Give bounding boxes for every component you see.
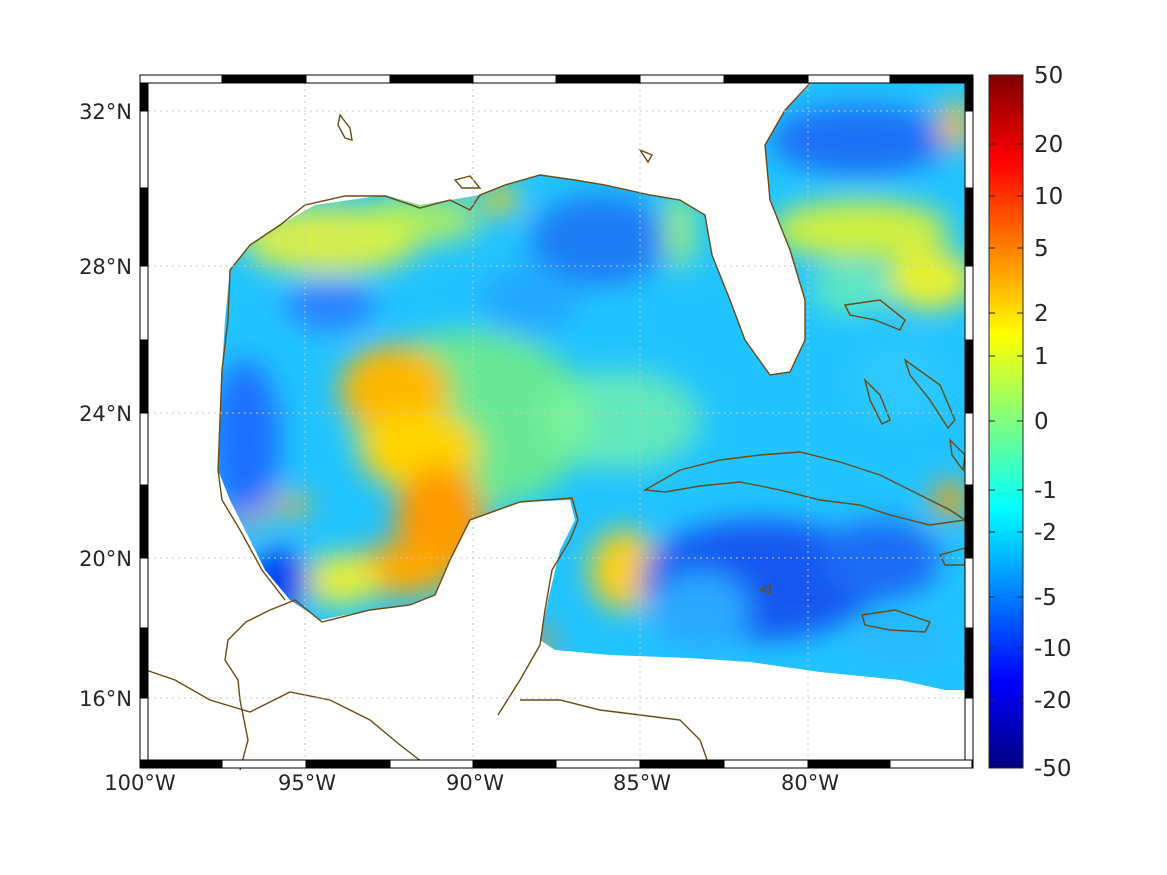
colorbar-tick-label: 50	[1034, 63, 1063, 89]
colorbar-tick-label: -2	[1034, 520, 1057, 546]
colorbar-tick-label: 2	[1034, 301, 1049, 327]
map-frame	[139, 74, 974, 769]
latitude-labels: 16°N 20°N 24°N 28°N 32°N	[79, 100, 132, 711]
colorbar-tick-label: 10	[1034, 184, 1063, 210]
lat-label-20n: 20°N	[79, 547, 132, 571]
colorbar-tick-label: 0	[1034, 409, 1049, 435]
lon-label-85w: 85°W	[613, 771, 671, 795]
lat-label-16n: 16°N	[79, 687, 132, 711]
lon-label-100w: 100°W	[104, 771, 176, 795]
colorbar-tick-label: 1	[1034, 344, 1049, 370]
colorbar-tick-label: 20	[1034, 132, 1063, 158]
lon-label-90w: 90°W	[446, 771, 504, 795]
colorbar-tick-label: -50	[1034, 756, 1072, 782]
colorbar-tick-label: -20	[1034, 688, 1072, 714]
lat-label-32n: 32°N	[79, 100, 132, 124]
lon-label-95w: 95°W	[278, 771, 336, 795]
longitude-labels: 100°W 95°W 90°W 85°W 80°W	[104, 771, 839, 795]
lat-label-28n: 28°N	[79, 255, 132, 279]
colorbar-tick-label: -10	[1034, 636, 1072, 662]
colorbar-tick-label: -1	[1034, 478, 1057, 504]
lat-label-24n: 24°N	[79, 402, 132, 426]
graticule	[148, 83, 965, 760]
colorbar-tick-label: -5	[1034, 585, 1057, 611]
lon-label-80w: 80°W	[781, 771, 839, 795]
colorbar-tick-label: 5	[1034, 236, 1049, 262]
